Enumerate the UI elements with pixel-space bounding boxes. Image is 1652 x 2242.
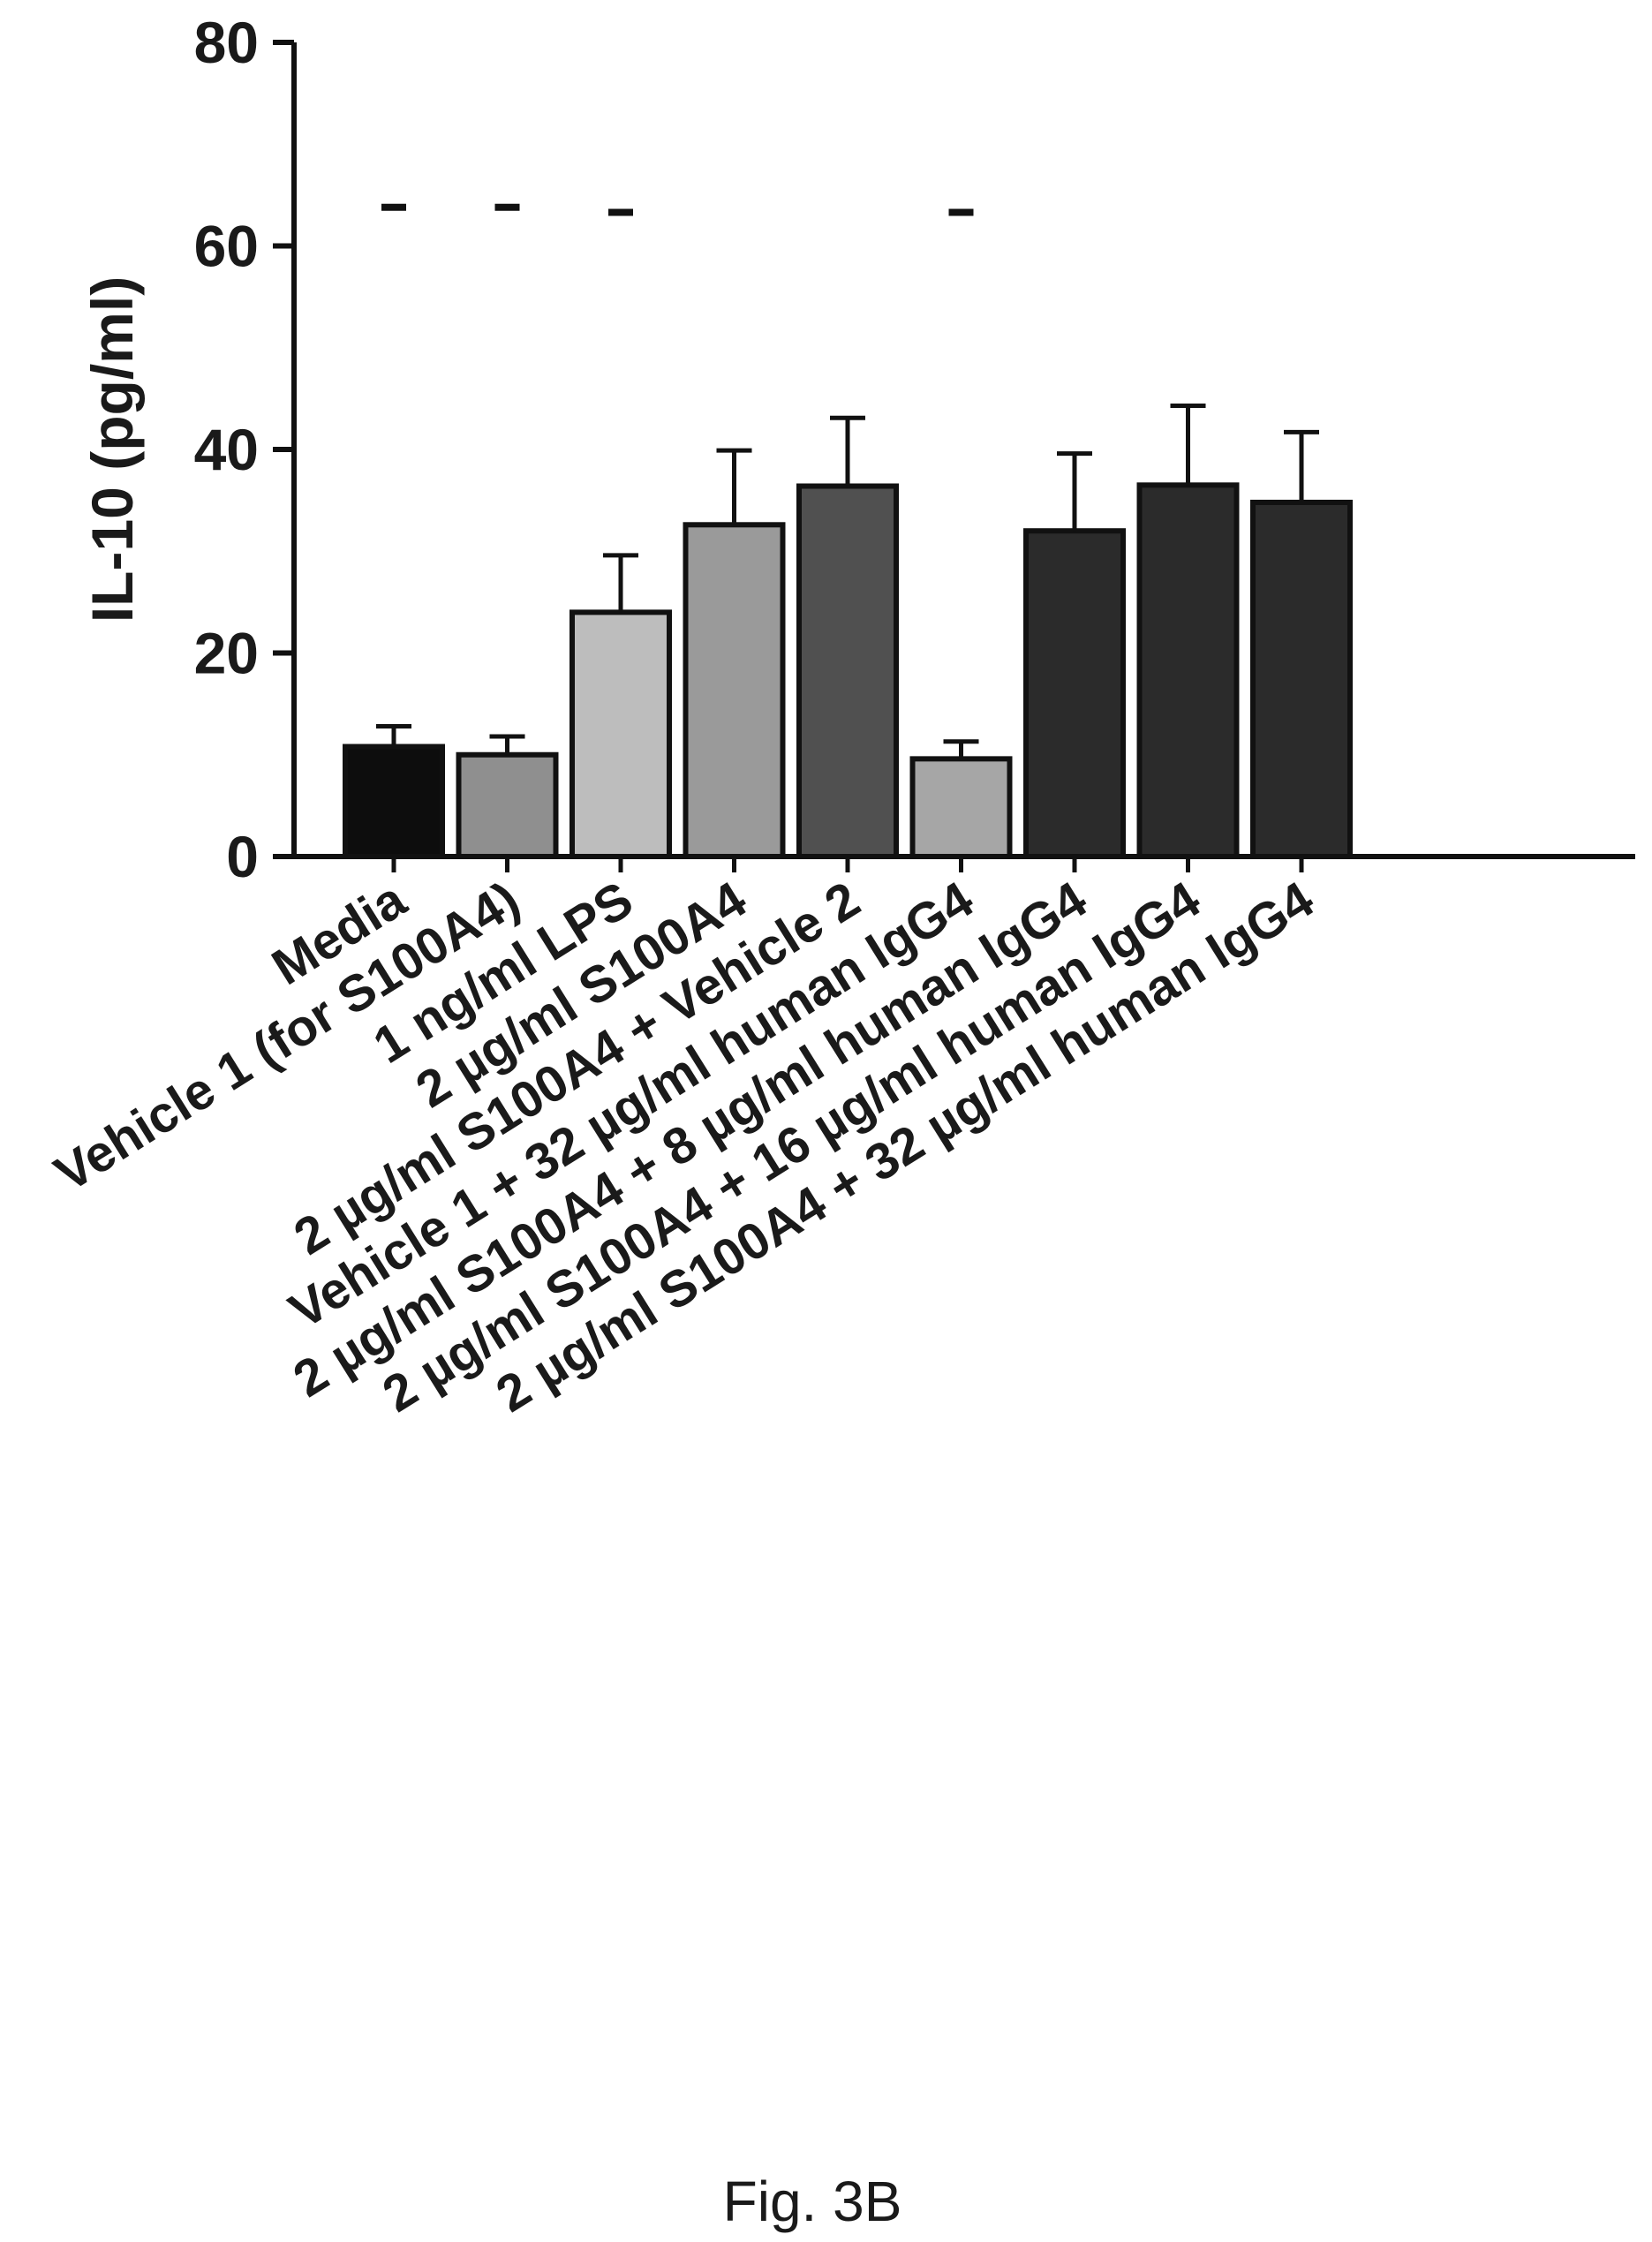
bar-8 [1250,499,1353,859]
bar-5 [909,756,1013,859]
y-tick-label-20: 20 [194,621,259,686]
figure-caption: Fig. 3B [723,2170,902,2233]
y-tick-label-80: 80 [194,10,259,75]
y-axis-title: IL-10 (pg/ml) [79,276,145,623]
error-bars-group [376,403,1319,759]
bars-group [343,482,1353,860]
y-tick-label-40: 40 [194,417,259,482]
markers-group [381,203,974,216]
bar-6 [1023,528,1126,859]
y-tick-label-60: 60 [194,214,259,279]
bar-0 [343,744,445,860]
bar-1 [456,751,559,859]
bar-2 [570,609,672,860]
bar-3 [683,522,786,859]
y-tick-label-0: 0 [226,824,259,889]
y-ticks-group: 0 20 40 60 80 [194,10,294,889]
bar-7 [1136,482,1240,860]
bar-4 [796,483,899,859]
